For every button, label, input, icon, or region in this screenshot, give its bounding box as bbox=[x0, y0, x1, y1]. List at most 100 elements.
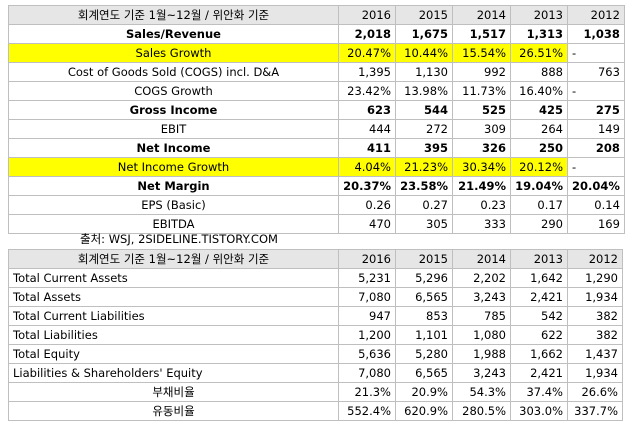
cell-value: 542 bbox=[510, 306, 568, 326]
cell-value: 620.9% bbox=[395, 401, 453, 421]
cell-value: 13.98% bbox=[395, 81, 453, 101]
row-label: 유동비율 bbox=[8, 401, 339, 421]
table-row: Sales/Revenue 2,018 1,675 1,517 1,313 1,… bbox=[8, 24, 625, 44]
table-row: 부채비율 21.3% 20.9% 54.3% 37.4% 26.6% bbox=[8, 382, 623, 402]
cell-value: 20.04% bbox=[567, 176, 625, 196]
cell-value: 54.3% bbox=[452, 382, 511, 402]
cell-value: 5,296 bbox=[395, 268, 453, 288]
row-label: EPS (Basic) bbox=[8, 195, 339, 215]
cell-value: 1,313 bbox=[510, 24, 568, 44]
row-label: Total Liabilities bbox=[8, 325, 339, 345]
header-year: 2013 bbox=[510, 249, 568, 269]
row-label: Total Equity bbox=[8, 344, 339, 364]
row-label: Sales/Revenue bbox=[8, 24, 339, 44]
header-year: 2016 bbox=[338, 5, 396, 25]
cell-value: 275 bbox=[567, 100, 625, 120]
row-label: Total Current Assets bbox=[8, 268, 339, 288]
cell-value: 1,290 bbox=[567, 268, 623, 288]
table-row: EBIT 444 272 309 264 149 bbox=[8, 119, 625, 139]
cell-value: 1,038 bbox=[567, 24, 625, 44]
header-basis: 회계연도 기준 1월~12월 / 위안화 기준 bbox=[8, 249, 339, 269]
table-row: COGS Growth 23.42% 13.98% 11.73% 16.40% … bbox=[8, 81, 625, 101]
row-label: Cost of Goods Sold (COGS) incl. D&A bbox=[8, 62, 339, 82]
cell-value: 309 bbox=[452, 119, 511, 139]
cell-value: 1,200 bbox=[338, 325, 396, 345]
cell-value: 1,675 bbox=[395, 24, 453, 44]
cell-value: 5,636 bbox=[338, 344, 396, 364]
cell-value: 5,231 bbox=[338, 268, 396, 288]
cell-value: 552.4% bbox=[338, 401, 396, 421]
table-header-row: 회계연도 기준 1월~12월 / 위안화 기준 2016 2015 2014 2… bbox=[8, 249, 623, 269]
cell-value: - bbox=[567, 81, 625, 101]
cell-value: 26.51% bbox=[510, 43, 568, 63]
cell-value: 23.58% bbox=[395, 176, 453, 196]
cell-value: 1,934 bbox=[567, 287, 623, 307]
cell-value: 290 bbox=[510, 214, 568, 234]
cell-value: 16.40% bbox=[510, 81, 568, 101]
cell-value: 1,101 bbox=[395, 325, 453, 345]
header-year: 2015 bbox=[395, 5, 453, 25]
table-row: EBITDA 470 305 333 290 169 bbox=[8, 214, 625, 234]
header-basis: 회계연도 기준 1월~12월 / 위안화 기준 bbox=[8, 5, 339, 25]
cell-value: 1,662 bbox=[510, 344, 568, 364]
table-row: Total Current Liabilities 947 853 785 54… bbox=[8, 306, 623, 326]
cell-value: - bbox=[567, 43, 625, 63]
cell-value: 10.44% bbox=[395, 43, 453, 63]
cell-value: 21.49% bbox=[452, 176, 511, 196]
row-label: COGS Growth bbox=[8, 81, 339, 101]
cell-value: 0.27 bbox=[395, 195, 453, 215]
header-year: 2014 bbox=[452, 5, 511, 25]
cell-value: 20.12% bbox=[510, 157, 568, 177]
cell-value: 11.73% bbox=[452, 81, 511, 101]
table-row: Net Income 411 395 326 250 208 bbox=[8, 138, 625, 158]
cell-value: 1,988 bbox=[452, 344, 511, 364]
cell-value: 7,080 bbox=[338, 363, 396, 383]
cell-value: 622 bbox=[510, 325, 568, 345]
cell-value: 26.6% bbox=[567, 382, 623, 402]
cell-value: 250 bbox=[510, 138, 568, 158]
row-label: Gross Income bbox=[8, 100, 339, 120]
header-year: 2014 bbox=[452, 249, 511, 269]
row-label: Net Margin bbox=[8, 176, 339, 196]
table-row-highlighted: Net Income Growth 4.04% 21.23% 30.34% 20… bbox=[8, 157, 625, 177]
row-label: 부채비율 bbox=[8, 382, 339, 402]
cell-value: 2,018 bbox=[338, 24, 396, 44]
cell-value: 411 bbox=[338, 138, 396, 158]
cell-value: 1,934 bbox=[567, 363, 623, 383]
cell-value: 21.3% bbox=[338, 382, 396, 402]
cell-value: 280.5% bbox=[452, 401, 511, 421]
cell-value: 272 bbox=[395, 119, 453, 139]
cell-value: 992 bbox=[452, 62, 511, 82]
cell-value: 20.47% bbox=[338, 43, 396, 63]
source-note: 출처: WSJ, 2SIDELINE.TISTORY.COM bbox=[80, 232, 278, 246]
table-row-highlighted: Sales Growth 20.47% 10.44% 15.54% 26.51%… bbox=[8, 43, 625, 63]
header-year: 2016 bbox=[338, 249, 396, 269]
cell-value: 1,517 bbox=[452, 24, 511, 44]
cell-value: 20.9% bbox=[395, 382, 453, 402]
cell-value: 5,280 bbox=[395, 344, 453, 364]
cell-value: 2,421 bbox=[510, 363, 568, 383]
cell-value: 3,243 bbox=[452, 287, 511, 307]
cell-value: 470 bbox=[338, 214, 396, 234]
cell-value: 1,395 bbox=[338, 62, 396, 82]
cell-value: 2,421 bbox=[510, 287, 568, 307]
cell-value: 21.23% bbox=[395, 157, 453, 177]
cell-value: 208 bbox=[567, 138, 625, 158]
row-label: Sales Growth bbox=[8, 43, 339, 63]
cell-value: 20.37% bbox=[338, 176, 396, 196]
table-row: 유동비율 552.4% 620.9% 280.5% 303.0% 337.7% bbox=[8, 401, 623, 421]
cell-value: 333 bbox=[452, 214, 511, 234]
cell-value: 763 bbox=[567, 62, 625, 82]
cell-value: 149 bbox=[567, 119, 625, 139]
cell-value: 0.17 bbox=[510, 195, 568, 215]
table-row: Net Margin 20.37% 23.58% 21.49% 19.04% 2… bbox=[8, 176, 625, 196]
table-row: Gross Income 623 544 525 425 275 bbox=[8, 100, 625, 120]
table-header-row: 회계연도 기준 1월~12월 / 위안화 기준 2016 2015 2014 2… bbox=[8, 5, 625, 25]
cell-value: 785 bbox=[452, 306, 511, 326]
row-label: Net Income bbox=[8, 138, 339, 158]
row-label: Total Assets bbox=[8, 287, 339, 307]
cell-value: 7,080 bbox=[338, 287, 396, 307]
cell-value: 303.0% bbox=[510, 401, 568, 421]
cell-value: 19.04% bbox=[510, 176, 568, 196]
row-label: EBITDA bbox=[8, 214, 339, 234]
